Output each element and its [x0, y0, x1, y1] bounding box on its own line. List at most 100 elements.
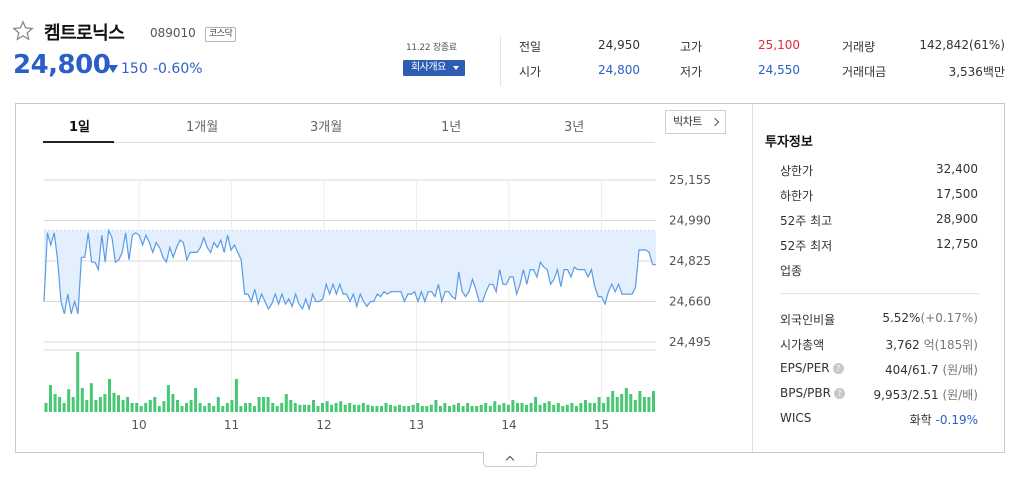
down-arrow-icon: [108, 65, 118, 73]
invest-value-market-cap: 3,762 억(185위): [870, 336, 978, 353]
summary-value-trade-value: 3,536백만: [948, 65, 1005, 79]
bps-pbr-label: BPS/PBR: [780, 386, 831, 400]
volume-bar: [588, 403, 592, 412]
volume-bar: [271, 403, 275, 412]
volume-bar: [642, 397, 646, 412]
eps-per-unit: (원/배): [942, 363, 979, 377]
invest-info-title: 투자정보: [765, 135, 813, 150]
volume-bar: [647, 397, 651, 412]
volume-bar: [352, 404, 356, 412]
volume-bar: [148, 400, 152, 412]
x-tick-label: 12: [316, 418, 331, 432]
volume-bar: [543, 403, 547, 412]
volume-bar: [470, 406, 474, 412]
active-tab-indicator: [43, 141, 114, 143]
volume-bar: [130, 403, 134, 412]
volume-bar: [407, 406, 411, 412]
x-tick-label: 14: [501, 418, 516, 432]
volume-bar: [312, 400, 315, 412]
volume-bar: [624, 388, 628, 412]
volume-bar: [584, 400, 587, 412]
tab-3month[interactable]: 3개월: [310, 120, 343, 135]
volume-bar: [325, 401, 329, 412]
invest-divider: [780, 293, 979, 294]
volume-bar: [157, 406, 161, 412]
volume-bar: [416, 403, 420, 412]
summary-label-trade-value: 거래대금: [842, 65, 887, 79]
volume-bar: [565, 404, 569, 412]
invest-label-market-cap: 시가총액: [780, 338, 825, 352]
company-overview-label: 회사개요: [411, 62, 446, 73]
volume-bar: [652, 391, 655, 412]
invest-value-wics[interactable]: 화학 -0.19%: [870, 411, 978, 428]
volume-bar: [506, 404, 510, 412]
volume-bar: [398, 404, 402, 412]
volume-bar: [520, 403, 524, 412]
volume-bar: [638, 391, 642, 412]
summary-label-high: 고가: [680, 40, 703, 54]
wics-sector: 화학: [909, 413, 932, 427]
big-chart-button[interactable]: 빅차트: [665, 110, 726, 134]
price-change-rate: -0.60%: [153, 61, 203, 77]
invest-label-sector[interactable]: 업종: [780, 264, 803, 278]
big-chart-label: 빅차트: [673, 115, 702, 128]
volume-bar: [488, 406, 492, 412]
volume-bar: [493, 401, 497, 412]
volume-bar: [475, 406, 479, 412]
x-tick-label: 15: [594, 418, 609, 432]
summary-value-open: 24,800: [598, 63, 640, 77]
volume-bar: [438, 406, 442, 412]
company-overview-button[interactable]: 회사개요: [403, 60, 465, 76]
volume-bar: [547, 401, 551, 412]
price-chart[interactable]: 25,155 24,990 24,825 24,660 24,495 10 11 12 13 14…: [16, 144, 752, 450]
summary-label-prev-close: 전일: [519, 40, 542, 54]
summary-label-low: 저가: [680, 65, 703, 79]
invest-value-upper-limit: 32,400: [936, 162, 978, 176]
volume-bar: [370, 406, 374, 412]
volume-bar: [593, 403, 596, 412]
volume-bar: [166, 385, 170, 412]
volume-bar: [76, 352, 80, 412]
help-icon[interactable]: ?: [833, 388, 845, 399]
volume-bar: [479, 404, 483, 412]
bps-pbr-value: 9,953/2.51: [873, 388, 939, 402]
volume-bar: [556, 403, 560, 412]
caret-down-icon: [453, 66, 459, 70]
summary-value-low: 24,550: [758, 63, 800, 77]
volume-bar: [420, 406, 424, 412]
volume-bar: [135, 403, 139, 412]
price-change: 150: [121, 61, 148, 77]
volume-bar: [53, 394, 57, 412]
volume-bar: [112, 392, 116, 412]
tabs-divider: [43, 142, 655, 143]
help-icon[interactable]: ?: [832, 363, 844, 374]
price-line: [43, 228, 656, 314]
volume-bar: [389, 404, 392, 412]
volume-bar: [466, 403, 470, 412]
volume-bar: [375, 406, 379, 412]
tab-1year[interactable]: 1년: [441, 120, 462, 135]
volume-bar: [393, 406, 397, 412]
favorite-star-icon[interactable]: [12, 20, 34, 42]
volume-bar: [316, 406, 320, 412]
volume-bar: [339, 401, 343, 412]
volume-bar: [94, 400, 98, 412]
collapse-panel-button[interactable]: [483, 452, 537, 467]
volume-bar: [538, 404, 542, 412]
volume-bar: [570, 403, 574, 412]
invest-label-52w-high: 52주 최고: [780, 214, 833, 228]
volume-bar: [185, 403, 188, 412]
volume-bar: [216, 397, 220, 412]
volume-bar: [212, 406, 216, 412]
volume-bar: [452, 404, 456, 412]
volume-bar: [253, 406, 256, 412]
volume-bar: [180, 406, 184, 412]
invest-value-foreign-ratio: 5.52%(+0.17%): [870, 311, 978, 325]
tab-1day[interactable]: 1일: [69, 120, 91, 135]
tab-3year[interactable]: 3년: [564, 120, 585, 135]
tab-1month[interactable]: 1개월: [186, 120, 219, 135]
volume-bar: [561, 406, 565, 412]
volume-bar: [108, 379, 111, 412]
header-divider: [500, 36, 501, 86]
volume-bar: [89, 383, 93, 412]
